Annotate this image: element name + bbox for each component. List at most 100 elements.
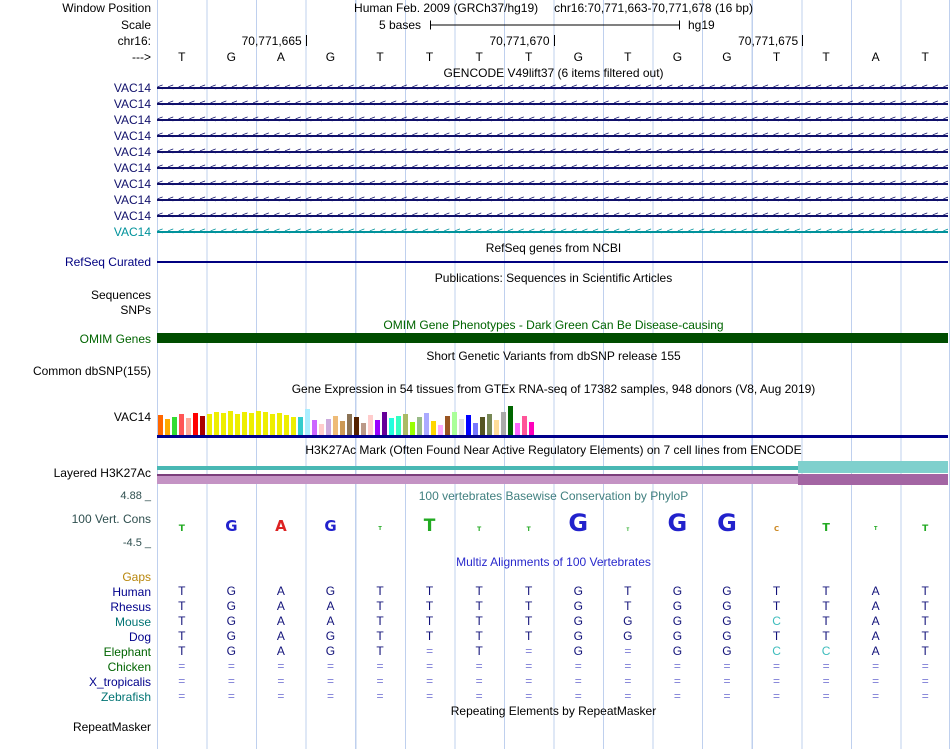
gtex-bar <box>501 412 506 435</box>
align-base: = <box>624 689 632 703</box>
transcript-label[interactable]: VAC14 <box>113 97 151 111</box>
omim-genes-row: OMIM Genes <box>0 331 950 346</box>
gutter: X_tropicalis <box>0 674 157 689</box>
sequences-row: Sequences <box>0 287 950 302</box>
gencode-title-row: GENCODE V49lift37 (6 items filtered out) <box>0 65 950 80</box>
align-base: = <box>376 674 384 688</box>
sequences-label[interactable]: Sequences <box>90 287 151 302</box>
logo-letter: T <box>423 515 436 536</box>
species-label[interactable]: Chicken <box>107 659 151 674</box>
transcript-track: <<<<<<<<<<<<<<<<<<<<<<<<<<<<<<<<<<<<<<<<… <box>157 80 950 96</box>
gutter: VAC14 <box>0 96 157 112</box>
align-base: = <box>475 674 483 688</box>
align-base: T <box>921 614 929 628</box>
align-base: = <box>178 689 186 703</box>
phylop-title-track: 100 vertebrates Basewise Conservation by… <box>157 489 950 503</box>
h3k27ac-track[interactable] <box>157 457 950 488</box>
gutter: SNPs <box>0 302 157 317</box>
phylop-track-label[interactable]: 100 Vert. Cons <box>71 511 151 526</box>
dbsnp-title: Short Genetic Variants from dbSNP releas… <box>426 349 681 363</box>
gtex-title-track: Gene Expression in 54 tissues from GTEx … <box>157 381 950 396</box>
scale-row: Scale 5 bases hg19 <box>0 16 950 33</box>
transcript-row[interactable]: VAC14 <<<<<<<<<<<<<<<<<<<<<<<<<<<<<<<<<<<… <box>0 176 950 192</box>
h3k27ac-label[interactable]: Layered H3K27Ac <box>53 465 151 480</box>
gtex-bar <box>333 416 338 435</box>
gtex-bar-chart[interactable] <box>157 396 950 438</box>
transcript-row[interactable]: VAC14 <<<<<<<<<<<<<<<<<<<<<<<<<<<<<<<<<<<… <box>0 112 950 128</box>
gutter: VAC14 <box>0 80 157 96</box>
ruler-number: 70,771,670 <box>489 34 550 48</box>
transcript-row[interactable]: VAC14 <<<<<<<<<<<<<<<<<<<<<<<<<<<<<<<<<<<… <box>0 128 950 144</box>
species-label[interactable]: Rhesus <box>110 599 151 614</box>
gutter: VAC14 <box>0 224 157 240</box>
logo-letter: C <box>773 524 780 533</box>
snps-label[interactable]: SNPs <box>120 302 151 317</box>
align-base: = <box>426 644 434 658</box>
transcript-row[interactable]: VAC14 <<<<<<<<<<<<<<<<<<<<<<<<<<<<<<<<<<<… <box>0 224 950 240</box>
species-label[interactable]: X_tropicalis <box>88 674 151 689</box>
transcript-row[interactable]: VAC14 <<<<<<<<<<<<<<<<<<<<<<<<<<<<<<<<<<<… <box>0 208 950 224</box>
align-base: = <box>921 659 929 673</box>
align-base: T <box>475 629 483 643</box>
species-label[interactable]: Human <box>112 584 151 599</box>
phylop-min-label: -4.5 _ <box>122 536 151 549</box>
refseq-curated-row: RefSeq Curated <box>0 255 950 269</box>
transcript-row[interactable]: VAC14 <<<<<<<<<<<<<<<<<<<<<<<<<<<<<<<<<<<… <box>0 144 950 160</box>
transcript-line <box>157 215 948 217</box>
transcript-row[interactable]: VAC14 <<<<<<<<<<<<<<<<<<<<<<<<<<<<<<<<<<<… <box>0 80 950 96</box>
align-base: C <box>772 644 781 658</box>
window-position-label: Window Position <box>62 1 151 15</box>
align-base: = <box>326 689 334 703</box>
align-base: = <box>624 644 632 658</box>
align-base: T <box>178 614 186 628</box>
transcript-label[interactable]: VAC14 <box>113 225 151 239</box>
align-base: G <box>722 614 732 628</box>
transcript-label[interactable]: VAC14 <box>113 209 151 223</box>
species-label[interactable]: Elephant <box>103 644 151 659</box>
refseq-curated-track[interactable] <box>157 255 950 269</box>
assembly-short: hg19 <box>688 17 715 32</box>
transcript-label[interactable]: VAC14 <box>113 145 151 159</box>
gtex-bar <box>424 413 429 435</box>
gtex-bar <box>277 413 282 435</box>
align-base: T <box>475 614 483 628</box>
gtex-bar <box>368 415 373 435</box>
align-base: T <box>376 584 384 598</box>
gtex-gene-label[interactable]: VAC14 <box>113 410 151 424</box>
sequences-track <box>157 287 950 302</box>
alignment-row: Rhesus T G A A T T T T G T G G T T A T <box>0 599 950 614</box>
transcript-label[interactable]: VAC14 <box>113 193 151 207</box>
transcript-label[interactable]: VAC14 <box>113 81 151 95</box>
dbsnp-label[interactable]: Common dbSNP(155) <box>32 364 151 378</box>
omim-genes-track[interactable] <box>157 332 950 345</box>
transcript-line <box>157 135 948 137</box>
species-label[interactable]: Zebrafish <box>100 689 151 704</box>
species-label[interactable]: Gaps <box>122 569 151 584</box>
species-label[interactable]: Dog <box>128 629 151 644</box>
repeatmasker-track <box>157 719 950 735</box>
omim-genes-label[interactable]: OMIM Genes <box>79 331 151 346</box>
omim-title-track: OMIM Gene Phenotypes - Dark Green Can Be… <box>157 318 950 332</box>
transcript-row[interactable]: VAC14 <<<<<<<<<<<<<<<<<<<<<<<<<<<<<<<<<<<… <box>0 192 950 208</box>
gutter: chr16: <box>0 33 157 49</box>
gutter: Common dbSNP(155) <box>0 364 157 378</box>
transcript-row[interactable]: VAC14 <<<<<<<<<<<<<<<<<<<<<<<<<<<<<<<<<<<… <box>0 96 950 112</box>
transcript-row[interactable]: VAC14 <<<<<<<<<<<<<<<<<<<<<<<<<<<<<<<<<<<… <box>0 160 950 176</box>
gtex-bar <box>228 411 233 435</box>
species-label[interactable]: Mouse <box>114 614 151 629</box>
transcript-label[interactable]: VAC14 <box>113 113 151 127</box>
gutter: VAC14 <box>0 144 157 160</box>
gtex-bar <box>249 413 254 435</box>
align-base: T <box>178 644 186 658</box>
refseq-curated-line <box>157 261 948 263</box>
align-base: A <box>871 599 880 613</box>
gtex-bar <box>256 411 261 435</box>
gtex-bar <box>410 422 415 435</box>
transcript-label[interactable]: VAC14 <box>113 161 151 175</box>
transcript-label[interactable]: VAC14 <box>113 129 151 143</box>
refseq-curated-label[interactable]: RefSeq Curated <box>64 255 151 269</box>
transcript-label[interactable]: VAC14 <box>113 177 151 191</box>
range-text: chr16:70,771,663-70,771,678 (16 bp) <box>554 1 753 15</box>
gutter: RepeatMasker <box>0 719 157 735</box>
repeatmasker-label[interactable]: RepeatMasker <box>72 720 151 734</box>
